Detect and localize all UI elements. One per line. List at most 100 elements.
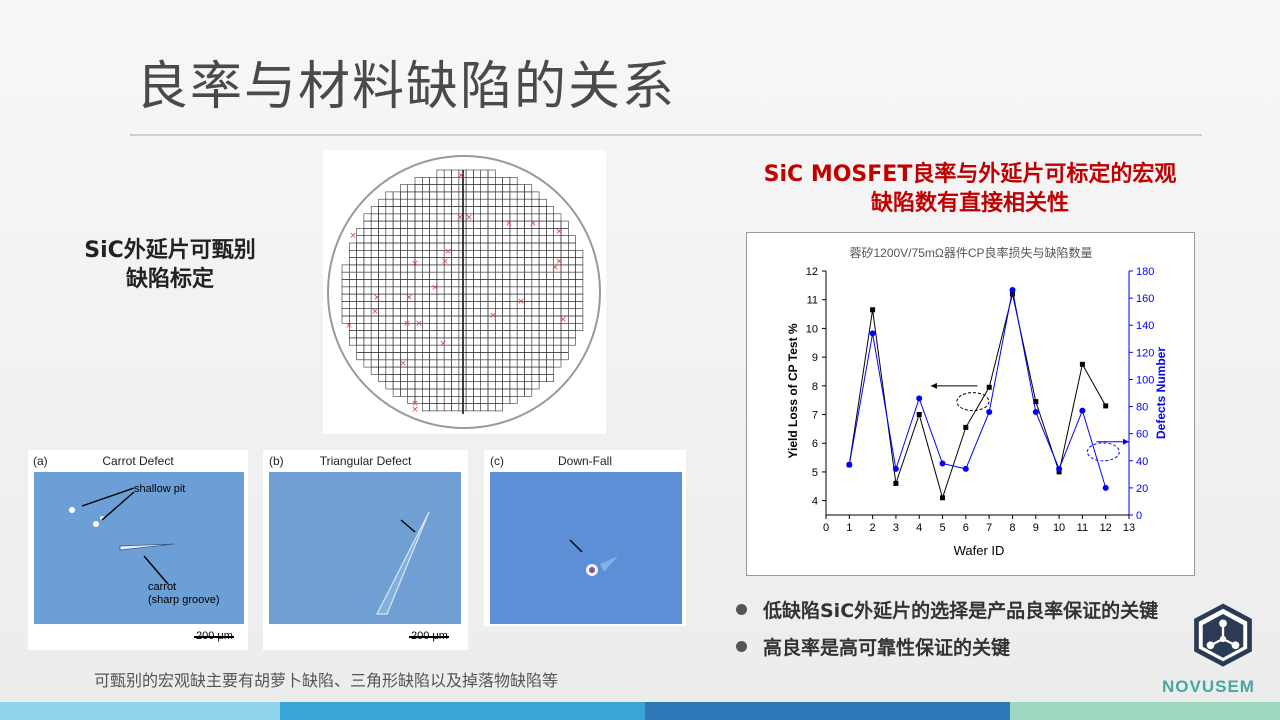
left-caption-line1: SiC外延片可甄别 — [84, 238, 256, 263]
y2-tick-label: 0 — [1136, 510, 1142, 522]
yield-loss-point — [1010, 291, 1015, 297]
annotation-ellipse-right — [1086, 442, 1120, 462]
wafer-defect-mark: × — [489, 311, 497, 321]
left-caption-line2: 缺陷标定 — [125, 267, 214, 292]
footer-bar-segment — [0, 702, 280, 720]
x-tick-label: 9 — [1033, 522, 1039, 534]
bullet-2: 高良率是高可靠性保证的关键 — [736, 633, 1010, 660]
wafer-defect-mark: × — [403, 319, 411, 329]
wafer-defect-mark: × — [373, 293, 381, 303]
wafer-defect-mark: × — [529, 219, 537, 229]
x-tick-label: 10 — [1053, 522, 1065, 534]
defects-point — [1032, 409, 1039, 415]
label-shallow-pit: shallow pit — [134, 483, 185, 495]
defects-point — [916, 395, 923, 402]
y-tick-label: 12 — [806, 266, 818, 278]
x-tick-label: 3 — [893, 522, 899, 534]
scale-bar — [409, 636, 449, 638]
wafer-map: × × × × × × × × × × × × × × × × × × × × × × × × × × — [323, 150, 606, 434]
chart-y2label: Defects Number — [1154, 347, 1168, 439]
right-heading-line1: SiC MOSFET良率与外延片可标定的宏观 — [763, 162, 1177, 187]
defects-point — [892, 465, 899, 472]
micrograph-downfall: (c) Down-Fall — [484, 450, 686, 626]
y2-tick-label: 120 — [1136, 347, 1154, 359]
annotation-arrowhead-right — [1123, 438, 1129, 445]
y2-tick-label: 100 — [1136, 374, 1154, 386]
micrograph-title: Carrot Defect — [102, 454, 174, 468]
novusem-logo-icon — [1194, 603, 1252, 667]
wafer-die — [568, 337, 576, 346]
right-heading-line2: 缺陷数有直接相关性 — [870, 191, 1069, 216]
chart-title: 蓉矽1200V/75mΩ器件CP良率损失与缺陷数量 — [849, 245, 1092, 260]
annotation-arrowhead-left — [930, 382, 937, 389]
bullet-dot — [736, 641, 747, 652]
label-sharp-groove: (sharp groove) — [148, 594, 220, 606]
wafer-die — [524, 388, 533, 397]
wafer-defect-mark: × — [555, 227, 563, 237]
micrograph-letter: (a) — [33, 454, 48, 468]
wafer-die — [553, 359, 562, 368]
bullet-text: 高良率是高可靠性保证的关键 — [763, 637, 1011, 659]
wafer-defect-mark: × — [444, 247, 452, 257]
y2-tick-label: 160 — [1136, 293, 1154, 305]
x-tick-label: 6 — [963, 522, 969, 534]
yield-loss-point — [963, 424, 969, 430]
y-tick-label: 6 — [812, 438, 818, 450]
x-tick-label: 5 — [939, 522, 945, 534]
wafer-defect-mark: × — [559, 315, 567, 325]
logo-text: NOVUSEM — [1162, 677, 1255, 696]
y-tick-label: 7 — [812, 410, 818, 422]
wafer-defect-mark: × — [411, 259, 419, 269]
y2-tick-label: 140 — [1136, 320, 1154, 332]
wafer-defect-mark: × — [349, 231, 357, 241]
defects-point — [846, 461, 853, 468]
wafer-defect-mark: × — [411, 399, 419, 409]
wafer-defect-mark: × — [405, 293, 413, 303]
wafer-defect-mark: × — [441, 257, 449, 267]
y-tick-label: 11 — [807, 295, 818, 307]
footer-bar-segment — [1010, 702, 1280, 720]
yield-loss-point — [986, 384, 992, 390]
x-tick-label: 7 — [986, 522, 992, 534]
x-tick-label: 13 — [1123, 522, 1135, 534]
x-tick-label: 4 — [916, 522, 922, 534]
yield-loss-point — [1056, 469, 1062, 475]
defects-point — [1079, 407, 1086, 414]
scale-label: 200 μm — [196, 630, 233, 642]
defects-point — [986, 409, 993, 415]
x-tick-label: 11 — [1077, 522, 1088, 534]
bullet-text: 低缺陷SiC外延片的选择是产品良率保证的关键 — [763, 600, 1159, 622]
micrograph-letter: (c) — [490, 454, 504, 468]
y-tick-label: 9 — [812, 352, 818, 364]
y2-tick-label: 60 — [1136, 429, 1148, 441]
micrograph-title: Triangular Defect — [319, 454, 412, 468]
bottom-caption: 可甄别的宏观缺主要有胡萝卜缺陷、三角形缺陷以及掉落物缺陷等 — [94, 671, 559, 690]
chart-ylabel: Yield Loss of CP Test % — [786, 323, 800, 458]
x-tick-label: 12 — [1100, 522, 1112, 534]
x-tick-label: 2 — [870, 522, 876, 534]
wafer-die — [575, 323, 584, 331]
yield-loss-point — [870, 307, 876, 313]
chart-xlabel: Wafer ID — [954, 543, 1005, 558]
wafer-defect-mark: × — [415, 319, 423, 329]
wafer-defect-mark: × — [411, 405, 419, 415]
x-tick-label: 0 — [823, 522, 829, 534]
series-yield-loss-line — [848, 293, 1107, 500]
title-divider — [130, 134, 1202, 136]
wafer-defect-mark: × — [399, 359, 407, 369]
y-tick-label: 5 — [812, 467, 818, 479]
x-tick-label: 8 — [1009, 522, 1015, 534]
label-carrot: carrot — [148, 581, 176, 593]
micrograph-letter: (b) — [269, 454, 284, 468]
y2-tick-label: 80 — [1136, 402, 1148, 414]
bullet-dot — [736, 604, 747, 615]
yield-defect-chart: 蓉矽1200V/75mΩ器件CP良率损失与缺陷数量 Wafer ID Yield… — [746, 232, 1195, 576]
wafer-defect-mark: × — [457, 171, 465, 181]
annotation-ellipse-left — [956, 392, 990, 412]
defects-point — [1009, 287, 1016, 293]
wafer-defect-mark: × — [456, 213, 464, 223]
wafer-die — [560, 352, 569, 361]
wafer-defect-mark: × — [555, 257, 563, 267]
series-defects-line — [848, 289, 1107, 489]
y-tick-label: 4 — [812, 496, 818, 508]
